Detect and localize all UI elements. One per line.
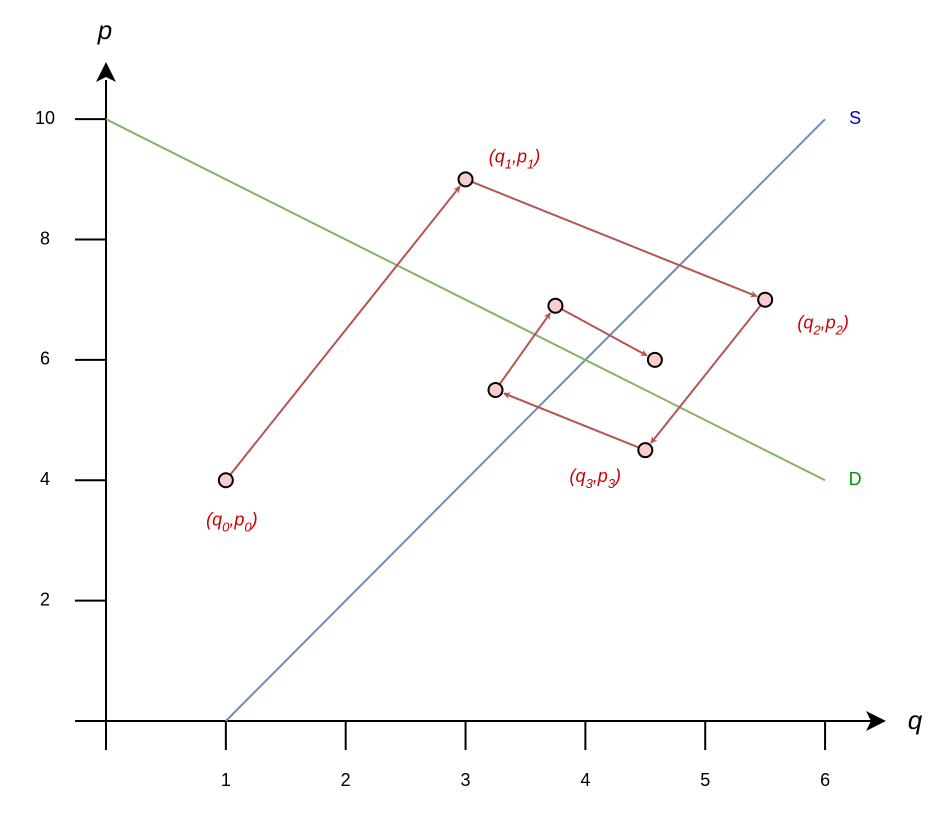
y-axis-arrow xyxy=(96,62,116,82)
cobweb-arrow xyxy=(554,304,648,357)
y-tick-label: 10 xyxy=(35,108,55,128)
label-subscript: 0 xyxy=(244,519,252,534)
y-tick-label: 2 xyxy=(40,589,50,609)
label-subscript: 2 xyxy=(835,323,844,338)
x-tick-label: 5 xyxy=(700,770,710,790)
x-axis-label: q xyxy=(908,705,923,735)
x-tick-label: 2 xyxy=(341,770,351,790)
y-tick-label: 4 xyxy=(40,469,50,489)
point-label: (q0,p0) xyxy=(206,509,258,534)
cobweb-arrow xyxy=(494,312,552,391)
y-tick-label: 8 xyxy=(40,228,50,248)
curve xyxy=(105,118,826,482)
curve-label: S xyxy=(849,108,861,128)
label-text: ,p xyxy=(512,146,527,166)
label-text: ) xyxy=(613,466,621,486)
curve-label: D xyxy=(849,469,862,489)
label-text: ) xyxy=(532,146,540,166)
cobweb-point xyxy=(757,291,774,308)
cobweb-arrow xyxy=(225,185,461,481)
label-text: ) xyxy=(841,312,849,332)
x-tick-label: 1 xyxy=(221,770,231,790)
cobweb-arrow xyxy=(465,178,758,298)
label-text: (q xyxy=(206,509,222,529)
label-subscript: 1 xyxy=(505,156,512,171)
cobweb-point xyxy=(637,442,654,459)
curve xyxy=(225,118,826,722)
cobweb-point xyxy=(547,297,564,314)
cobweb-point xyxy=(646,351,663,368)
label-text: ,p xyxy=(821,312,836,332)
x-tick-label: 3 xyxy=(461,770,471,790)
cobweb-arrow xyxy=(650,299,766,444)
label-subscript: 2 xyxy=(812,323,821,338)
label-text: (q xyxy=(570,466,586,486)
cobweb-point xyxy=(457,171,474,188)
cobweb-arrow xyxy=(503,392,646,452)
label-text: (q xyxy=(797,312,813,332)
label-subscript: 1 xyxy=(527,156,534,171)
x-tick-label: 4 xyxy=(580,770,590,790)
cobweb-point xyxy=(217,472,234,489)
label-text: ,p xyxy=(229,509,244,529)
y-axis-label: p xyxy=(97,15,112,45)
x-tick-label: 6 xyxy=(820,770,830,790)
point-label: (q3,p3) xyxy=(570,466,622,491)
label-subscript: 3 xyxy=(586,476,594,491)
cobweb-point xyxy=(487,381,504,398)
label-subscript: 3 xyxy=(608,476,616,491)
x-axis-arrow xyxy=(866,711,886,731)
label-subscript: 0 xyxy=(222,519,230,534)
label-text: ,p xyxy=(593,466,608,486)
point-label: (q1,p1) xyxy=(489,146,541,171)
label-text: (q xyxy=(489,146,505,166)
label-text: ) xyxy=(250,509,258,529)
y-tick-label: 6 xyxy=(40,349,50,369)
point-label: (q2,p2) xyxy=(797,312,849,337)
